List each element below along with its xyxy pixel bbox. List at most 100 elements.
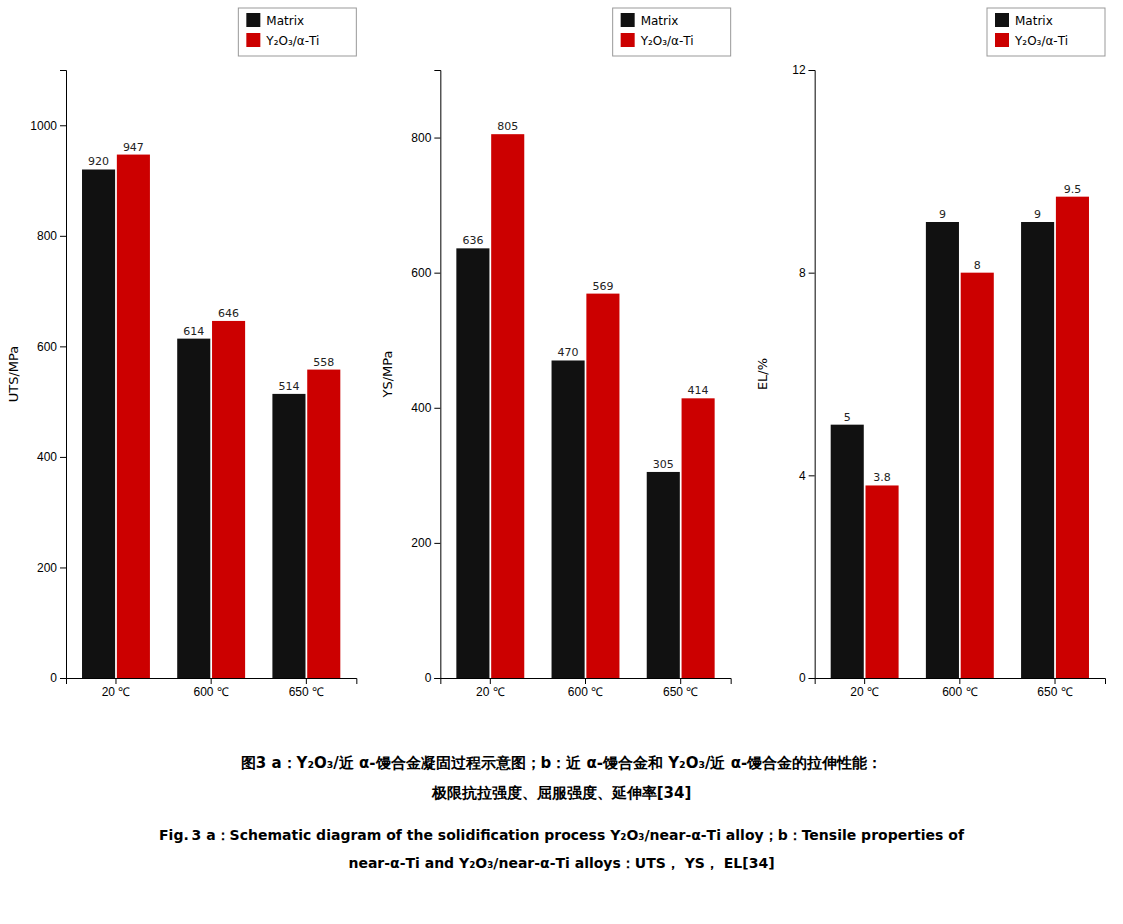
bar bbox=[682, 398, 715, 678]
tick-label: 800 bbox=[411, 131, 431, 145]
tick: 650 ℃ bbox=[663, 678, 698, 699]
plot-area: 636470305805569414020040060080020 ℃600 ℃… bbox=[411, 71, 731, 699]
tick: 600 bbox=[411, 266, 440, 280]
bar bbox=[586, 294, 619, 678]
data-label: 514 bbox=[278, 380, 299, 393]
tick-label: 20 ℃ bbox=[476, 685, 505, 699]
tick: 650 ℃ bbox=[1037, 678, 1072, 699]
legend-entry: Y₂O₃/α-Ti bbox=[246, 33, 319, 48]
tick: 600 ℃ bbox=[568, 678, 603, 699]
bars bbox=[831, 197, 1089, 678]
caption: 极限抗拉强度、屈服强度、延伸率[34] bbox=[431, 784, 692, 802]
data-label: 947 bbox=[123, 141, 144, 154]
tick: 8 bbox=[799, 266, 815, 280]
bar-series bbox=[82, 169, 305, 678]
tick: 0 bbox=[50, 671, 66, 685]
x-axis: 20 ℃ 600 ℃ 650 ℃ bbox=[441, 678, 731, 699]
bar-series bbox=[866, 197, 1089, 678]
tick: 650 ℃ bbox=[289, 678, 324, 699]
tick: 20 ℃ bbox=[850, 678, 879, 699]
tick-label: 400 bbox=[411, 401, 431, 415]
tick-mark bbox=[60, 457, 66, 458]
tick-label: 8 bbox=[799, 266, 806, 280]
data-label: 614 bbox=[183, 325, 204, 338]
tick-mark bbox=[115, 678, 116, 684]
tick-label: 600 bbox=[37, 340, 57, 354]
legend-swatch bbox=[995, 33, 1009, 47]
tick: 12 bbox=[792, 63, 814, 77]
legend-label: Y₂O₃/α-Ti bbox=[265, 34, 319, 48]
data-label: 3.8 bbox=[873, 471, 891, 484]
tick-mark bbox=[60, 678, 66, 679]
bar bbox=[82, 169, 115, 678]
plot-area: 9206145149476465580200400600800100020 ℃6… bbox=[30, 71, 357, 699]
legend-entry: Y₂O₃/α-Ti bbox=[995, 33, 1068, 48]
data-label: 470 bbox=[558, 346, 579, 359]
bar bbox=[491, 134, 524, 678]
data-label: 5 bbox=[844, 411, 851, 424]
tick-mark bbox=[864, 678, 865, 684]
tick: 4 bbox=[799, 469, 815, 483]
data-label: 805 bbox=[497, 120, 518, 133]
axis-line bbox=[441, 679, 731, 685]
tick-label: 800 bbox=[37, 229, 57, 243]
data-label: 305 bbox=[653, 458, 674, 471]
tick: 400 bbox=[37, 450, 66, 464]
legend-frame bbox=[613, 8, 731, 56]
tick-mark bbox=[809, 273, 815, 274]
tick-label: 1000 bbox=[30, 119, 57, 133]
bars bbox=[456, 134, 714, 678]
tick: 800 bbox=[411, 131, 440, 145]
legend-frame bbox=[987, 8, 1105, 56]
legend: MatrixY₂O₃/α-Ti bbox=[613, 8, 731, 56]
legend-swatch bbox=[246, 13, 260, 27]
tick-mark bbox=[809, 678, 815, 679]
legend-label: Y₂O₃/α-Ti bbox=[1014, 34, 1068, 48]
bar bbox=[961, 273, 994, 678]
tick-mark bbox=[434, 273, 440, 274]
tick: 600 ℃ bbox=[942, 678, 977, 699]
x-axis: 20 ℃ 600 ℃ 650 ℃ bbox=[815, 678, 1105, 699]
tick-mark bbox=[60, 236, 66, 237]
tick-mark bbox=[434, 543, 440, 544]
y-axis: 0200400600800 bbox=[411, 71, 441, 686]
tick-label: 600 ℃ bbox=[568, 685, 603, 699]
tick-mark bbox=[211, 678, 212, 684]
legend: MatrixY₂O₃/α-Ti bbox=[987, 8, 1105, 56]
tick: 200 bbox=[411, 536, 440, 550]
bar bbox=[177, 339, 210, 678]
tick-mark bbox=[959, 678, 960, 684]
tick-mark bbox=[1055, 678, 1056, 684]
legend-frame bbox=[238, 8, 356, 56]
caption: near-α-Ti and Y₂O₃/near-α-Ti alloys：UTS，… bbox=[348, 855, 774, 871]
tick-label: 12 bbox=[792, 63, 806, 77]
tick-label: 600 bbox=[411, 266, 431, 280]
tick-label: 400 bbox=[37, 450, 57, 464]
legend-label: Y₂O₃/α-Ti bbox=[640, 34, 694, 48]
bar bbox=[212, 321, 245, 678]
bar-chart: 9206145149476465580200400600800100020 ℃6… bbox=[6, 8, 357, 699]
tick-label: 650 ℃ bbox=[663, 685, 698, 699]
legend: Matrix Y₂O₃/α-Ti bbox=[238, 8, 356, 56]
tick-label: 4 bbox=[799, 469, 806, 483]
data-label: 414 bbox=[688, 384, 709, 397]
tick: 800 bbox=[37, 229, 66, 243]
bar bbox=[1021, 222, 1054, 678]
tick-label: 20 ℃ bbox=[850, 685, 879, 699]
tick: 400 bbox=[411, 401, 440, 415]
axis-line bbox=[67, 679, 357, 685]
data-label: 9 bbox=[939, 208, 946, 221]
legend-label: Matrix bbox=[266, 14, 304, 28]
data-label: 636 bbox=[462, 234, 483, 247]
bar-chart: 5993.889.50481220 ℃600 ℃650 ℃EL/%MatrixY… bbox=[755, 8, 1106, 699]
caption: 图3 a：Y₂O₃/近 α-馒合金凝固过程示意图；b：近 α-馒合金和 Y₂O₃… bbox=[241, 754, 882, 772]
legend-swatch bbox=[995, 13, 1009, 27]
tick-label: 600 ℃ bbox=[942, 685, 977, 699]
tick: 20 ℃ bbox=[102, 678, 131, 699]
tick: 20 ℃ bbox=[476, 678, 505, 699]
data-label: 8 bbox=[974, 259, 981, 272]
axis-line bbox=[434, 71, 441, 679]
data-label: 646 bbox=[218, 307, 239, 320]
data-label: 569 bbox=[592, 280, 613, 293]
legend-swatch bbox=[246, 33, 260, 47]
